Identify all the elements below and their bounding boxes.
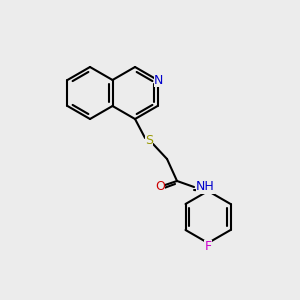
Text: N: N [154, 74, 163, 86]
Text: NH: NH [196, 181, 215, 194]
Text: F: F [205, 239, 212, 253]
Text: S: S [145, 134, 153, 148]
Text: O: O [155, 181, 165, 194]
